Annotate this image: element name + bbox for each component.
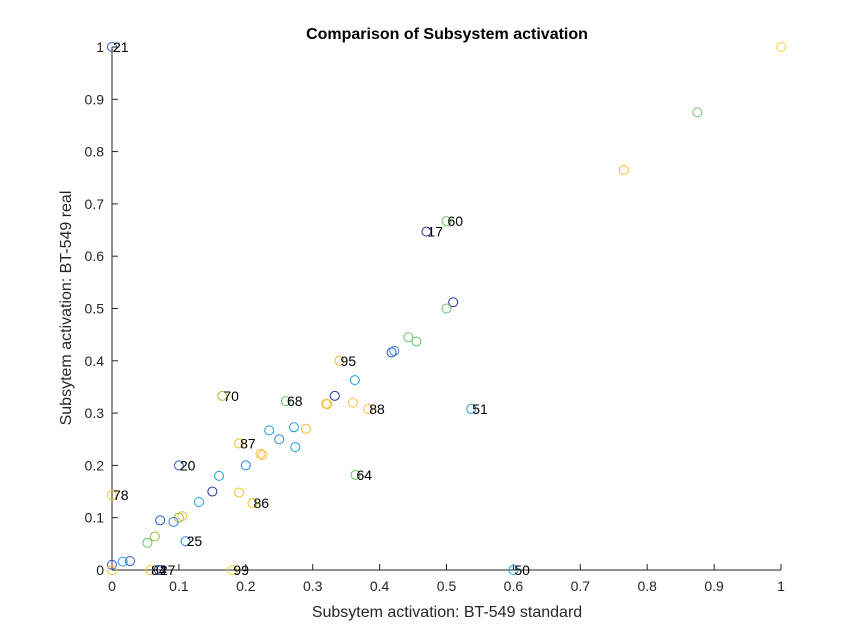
- data-point: [264, 425, 275, 436]
- data-point: [149, 531, 160, 542]
- x-tick-label: 0.7: [571, 578, 591, 594]
- point-label: 51: [472, 401, 488, 417]
- data-point: [193, 497, 204, 508]
- data-point: [255, 448, 266, 459]
- data-point: [403, 332, 414, 343]
- y-tick-label: 0.5: [85, 301, 105, 317]
- data-point: [142, 537, 153, 548]
- data-point: [421, 226, 432, 237]
- x-tick-label: 0.6: [504, 578, 524, 594]
- y-tick-label: 0.3: [85, 405, 105, 421]
- data-point: [117, 556, 128, 567]
- data-point: [107, 559, 117, 570]
- point-label: 68: [287, 393, 303, 409]
- y-tick-label: 1: [96, 39, 104, 55]
- point-label: 88: [369, 401, 385, 417]
- y-axis-label: Subsytem activation: BT-549 real: [58, 191, 75, 426]
- data-point: [334, 355, 345, 366]
- data-point: [441, 216, 452, 227]
- data-point: [618, 164, 629, 175]
- data-point: [247, 498, 258, 509]
- x-tick-label: 0.4: [370, 578, 390, 594]
- point-label: 84: [151, 562, 167, 578]
- point-label: 70: [223, 388, 239, 404]
- point-label: 64: [357, 467, 373, 483]
- data-point: [508, 565, 519, 575]
- y-tick-label: 0.7: [85, 196, 105, 212]
- data-point: [173, 460, 184, 471]
- x-tick-label: 0.9: [704, 578, 724, 594]
- point-label: 20: [180, 457, 196, 473]
- ticks-layer: 0 0.1 0.2 0.3 0.4 0.5 0.6 0.7 0.8 0.9 1 0 0.1 0.2 0.3 0…: [85, 39, 786, 594]
- data-point: [411, 336, 422, 347]
- point-label: 21: [113, 39, 129, 55]
- data-point: [389, 345, 400, 356]
- y-tick-label: 0.4: [85, 353, 105, 369]
- data-point: [156, 565, 167, 575]
- x-tick-label: 0.5: [437, 578, 457, 594]
- data-point: [240, 460, 251, 471]
- data-point: [329, 390, 340, 401]
- data-point: [466, 403, 477, 414]
- x-axis-label: Subsytem activation: BT-549 standard: [312, 604, 582, 621]
- points-layer: [107, 42, 786, 575]
- data-point: [168, 516, 179, 527]
- data-point: [322, 399, 333, 410]
- y-tick-label: 0: [96, 562, 104, 578]
- data-point: [214, 470, 225, 481]
- data-point: [107, 565, 117, 575]
- data-point: [155, 515, 166, 526]
- data-point: [290, 442, 301, 453]
- point-label: 95: [340, 353, 356, 369]
- point-label: 86: [253, 495, 269, 511]
- data-point: [692, 107, 703, 118]
- point-label: 17: [427, 224, 443, 240]
- x-tick-label: 0.2: [236, 578, 256, 594]
- data-point: [349, 375, 360, 386]
- x-tick-label: 0.1: [169, 578, 189, 594]
- data-point: [207, 486, 218, 497]
- data-point: [234, 487, 245, 498]
- y-tick-label: 0.1: [85, 510, 105, 526]
- x-tick-label: 0: [108, 578, 116, 594]
- data-point: [363, 403, 374, 414]
- data-point: [280, 396, 291, 407]
- chart-title: Comparison of Subsystem activation: [306, 26, 588, 43]
- point-label: 25: [187, 533, 203, 549]
- y-tick-label: 0.8: [85, 144, 105, 160]
- data-point: [227, 565, 238, 575]
- point-label: 99: [233, 562, 249, 578]
- data-point: [107, 490, 117, 501]
- data-point: [350, 469, 361, 480]
- data-point: [257, 449, 268, 460]
- data-point: [776, 42, 786, 52]
- data-point: [153, 565, 164, 575]
- data-point: [448, 297, 459, 308]
- data-point: [180, 536, 191, 547]
- y-tick-label: 0.9: [85, 91, 105, 107]
- data-point: [301, 423, 312, 434]
- data-point: [288, 422, 299, 433]
- data-point: [107, 42, 117, 52]
- point-label: 78: [113, 487, 129, 503]
- x-tick-label: 0.8: [637, 578, 657, 594]
- data-point: [125, 556, 136, 567]
- point-label: 27: [160, 562, 176, 578]
- x-tick-label: 0.3: [303, 578, 323, 594]
- data-point: [441, 303, 452, 314]
- point-label: 87: [240, 435, 256, 451]
- y-tick-label: 0.6: [85, 248, 105, 264]
- data-point: [217, 390, 228, 401]
- y-tick-label: 0.2: [85, 457, 105, 473]
- data-point: [347, 397, 358, 408]
- data-point: [386, 347, 397, 358]
- data-point: [274, 434, 285, 445]
- point-label: 60: [448, 213, 464, 229]
- point-label: 50: [514, 562, 530, 578]
- x-tick-label: 1: [777, 578, 785, 594]
- data-point: [234, 438, 245, 449]
